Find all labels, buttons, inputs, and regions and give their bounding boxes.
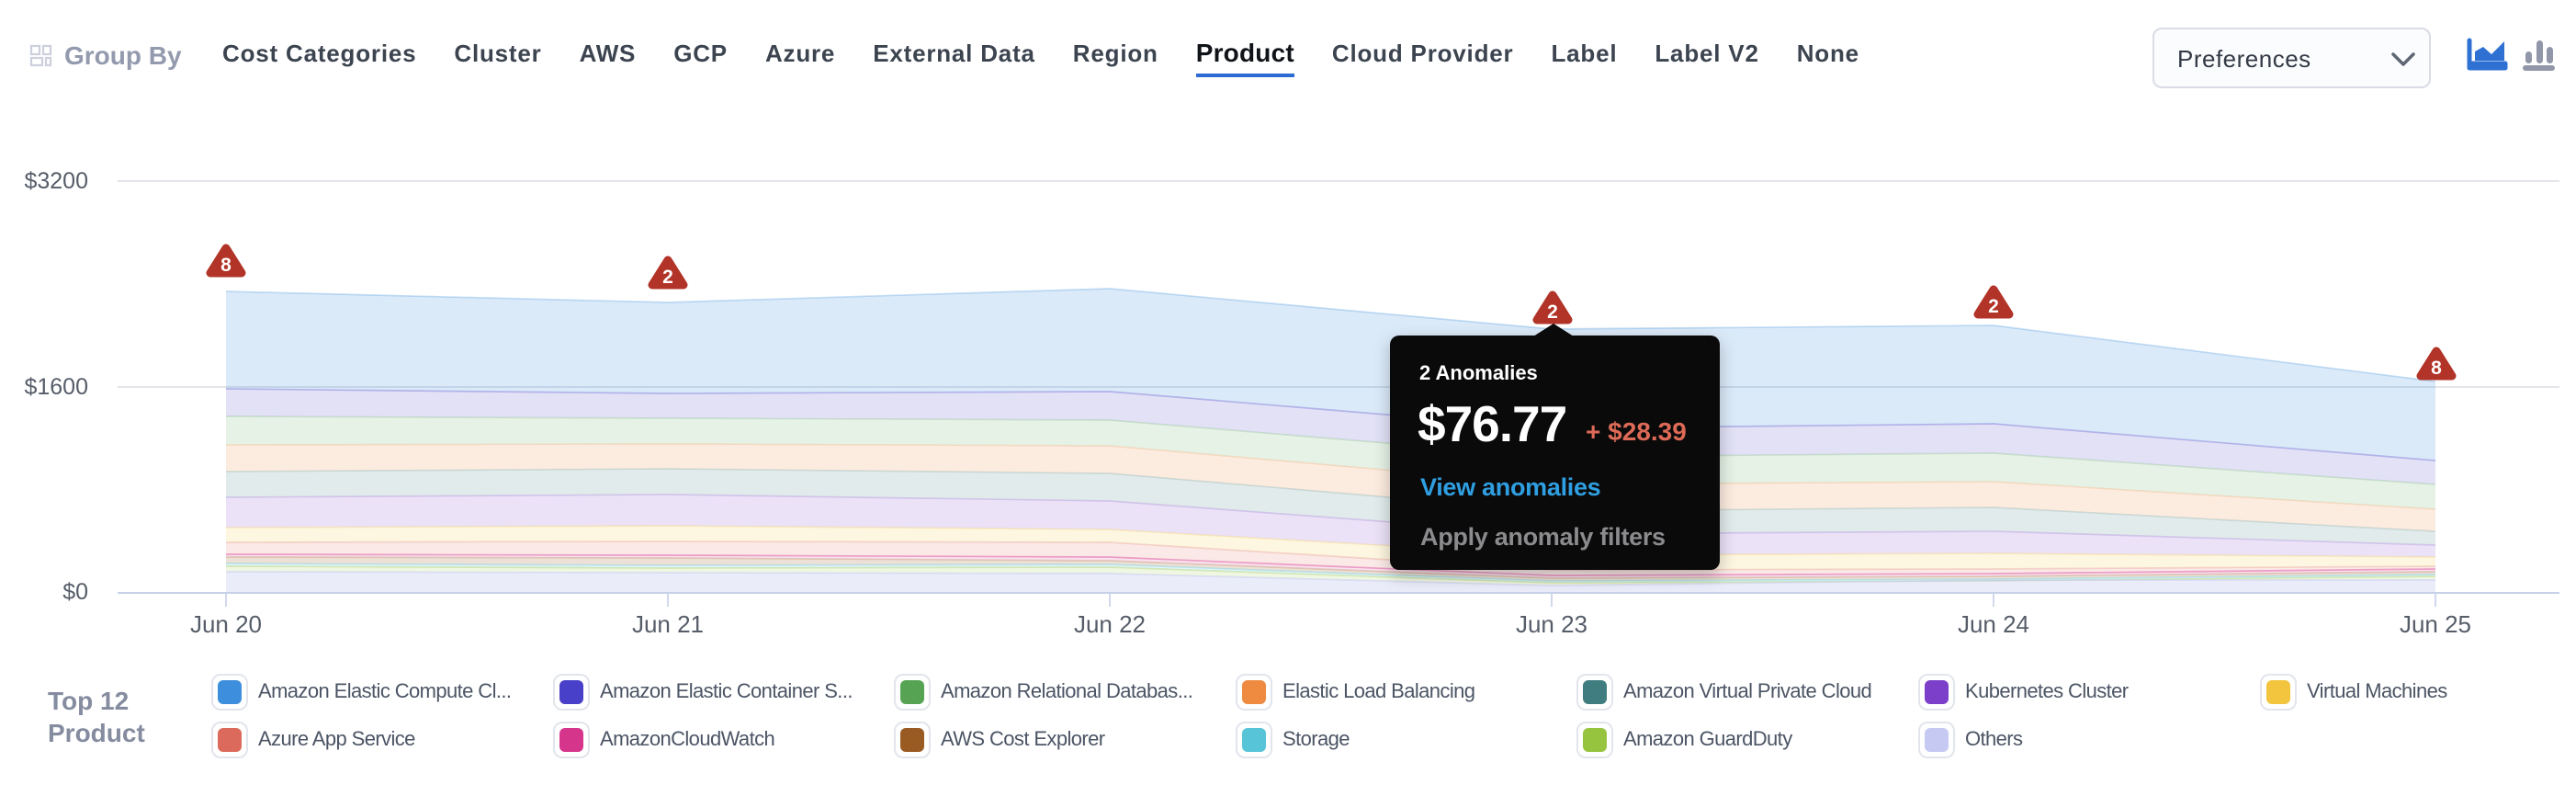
svg-text:8: 8 (220, 255, 232, 276)
svg-text:2: 2 (1547, 301, 1558, 323)
svg-text:8: 8 (2431, 358, 2442, 379)
svg-text:2: 2 (662, 267, 673, 288)
svg-text:2: 2 (1988, 296, 1999, 317)
